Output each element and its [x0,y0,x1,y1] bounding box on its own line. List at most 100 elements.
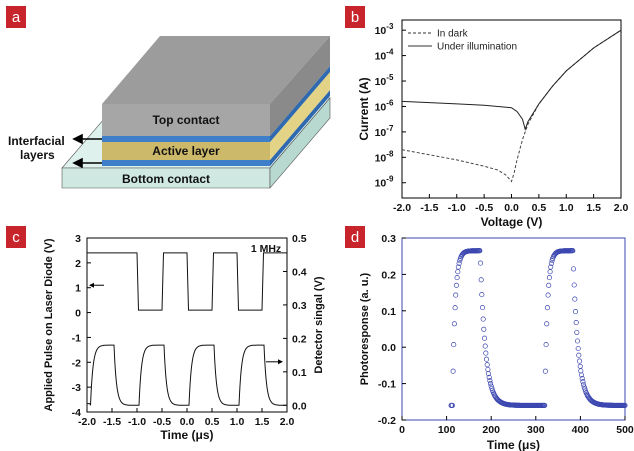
series-line-illumination [401,29,622,131]
y-tick-label-b: 10-7 [375,124,394,139]
x-tick-label-c: 1.5 [255,416,270,428]
data-point [544,305,550,311]
y-tick-label-c: 2 [75,258,81,270]
data-point [570,248,576,254]
interfacial-arrows [72,133,102,169]
data-point [542,402,548,408]
y-tick-label-b: 10-5 [375,73,394,88]
data-point [483,356,490,362]
y2-axis-label-c: Detector singal (V) [313,276,325,374]
data-point [451,321,457,327]
data-point [484,362,490,368]
data-point [542,368,548,374]
top-contact-top-face [102,36,330,104]
top-contact-label: Top contact [152,113,219,127]
plot-frame-d [401,237,626,421]
x-tick-label-c: 0.5 [205,416,220,428]
series-line-detector [87,344,287,406]
data-point [580,379,586,385]
data-point [485,366,491,373]
lower-interfacial-front [102,160,270,166]
x-tick-label-d: 0 [399,424,405,436]
x-tick-label-b: -1.5 [420,202,438,214]
data-point [480,316,486,322]
x-tick-label-c: 2.0 [280,416,295,428]
y-tick-label-b: 10-8 [375,149,394,164]
data-point [573,320,579,326]
badge-d-text: d [351,229,359,246]
x-tick-label-b: 1.5 [586,202,601,214]
badge-c-text: c [12,229,20,246]
data-point [452,305,458,311]
data-point [479,305,486,311]
data-point [577,363,583,369]
data-point [477,248,483,254]
data-point [572,296,578,302]
x-tick-label-d: 400 [572,424,590,436]
y-tick-label-b: 10-9 [375,175,394,190]
x-tick-label-b: 1.0 [559,202,574,214]
y2-tick-label-c: 0.4 [292,266,307,278]
y-tick-label-d: -0.2 [378,415,396,427]
data-point [487,381,494,387]
data-point [482,343,488,349]
data-point [477,260,484,266]
y2-tick-label-c: 0.2 [292,333,307,345]
y-axis-label-b: Current (A) [357,77,371,140]
y-tick-label-d: -0.1 [378,379,396,391]
badge-a-text: a [12,9,21,26]
data-point [574,329,580,335]
bottom-contact-side [269,97,331,189]
top-contact-front [102,104,270,136]
legend-label-b: In dark [437,29,469,40]
x-tick-label-c: -1.0 [128,416,146,428]
y-tick-label-c: -3 [72,382,81,394]
x-axis-label-b: Voltage (V) [481,215,543,229]
data-point [450,368,456,374]
data-point [547,269,553,275]
y-tick-label-d: 0.1 [381,306,396,318]
data-point [545,292,551,298]
y-tick-label-d: 0.2 [381,269,396,281]
panel-badge-c: c [6,226,26,248]
data-point [456,260,462,266]
data-point [453,282,459,288]
data-point [455,269,461,275]
data-point [576,358,583,364]
x-tick-label-d: 100 [438,424,456,436]
panel-badge-b: b [345,6,365,28]
y-tick-label-c: -4 [72,407,81,419]
y-tick-label-c: -1 [72,332,81,344]
right-axis-arrowhead [278,359,283,365]
top-contact-side [270,36,330,136]
interfacial-label-line1: Interfacial [8,134,65,148]
data-point [543,342,549,348]
x-tick-label-c: -0.5 [153,416,171,428]
y-axis-label-d: Photoresponse (a. u.) [359,272,371,385]
data-point [481,335,488,341]
data-point [571,282,577,288]
x-axis-label-d: Time (μs) [487,438,540,451]
x-tick-label-d: 300 [527,424,545,436]
x-tick-label-b: -0.5 [475,202,493,214]
left-axis-arrowhead [89,282,94,288]
lower-interfacial-side [270,90,330,166]
data-point [451,342,457,348]
y2-tick-label-c: 0.3 [292,300,307,312]
y-axis-label-c: Applied Pulse on Laser Diode (V) [43,238,55,411]
y-tick-label-d: 0.3 [381,233,396,245]
legend-label-b: Under illumination [437,42,517,53]
data-point [478,277,484,283]
data-point [481,326,487,332]
data-point [578,372,585,378]
active-layer-front [102,142,270,160]
device-stack-diagram: Top contact Active layer Bottom contact … [8,36,331,189]
x-axis-label-c: Time (μs) [160,428,213,442]
y2-tick-label-c: 0.1 [292,367,307,379]
chart-b: -2.0 -1.5 -1.0 -0.5 0.0 0.5 1.0 1.5 2.0 10-3 10-4 1… [357,19,628,229]
chart-c: -2.0 -1.5 -1.0 -0.5 0.0 0.5 1.0 1.5 2.0 3 2 1 0 -1 -2 -… [43,233,325,442]
upper-interfacial-side [270,66,330,142]
data-point [485,371,492,377]
y-tick-label-c: 1 [75,283,81,295]
